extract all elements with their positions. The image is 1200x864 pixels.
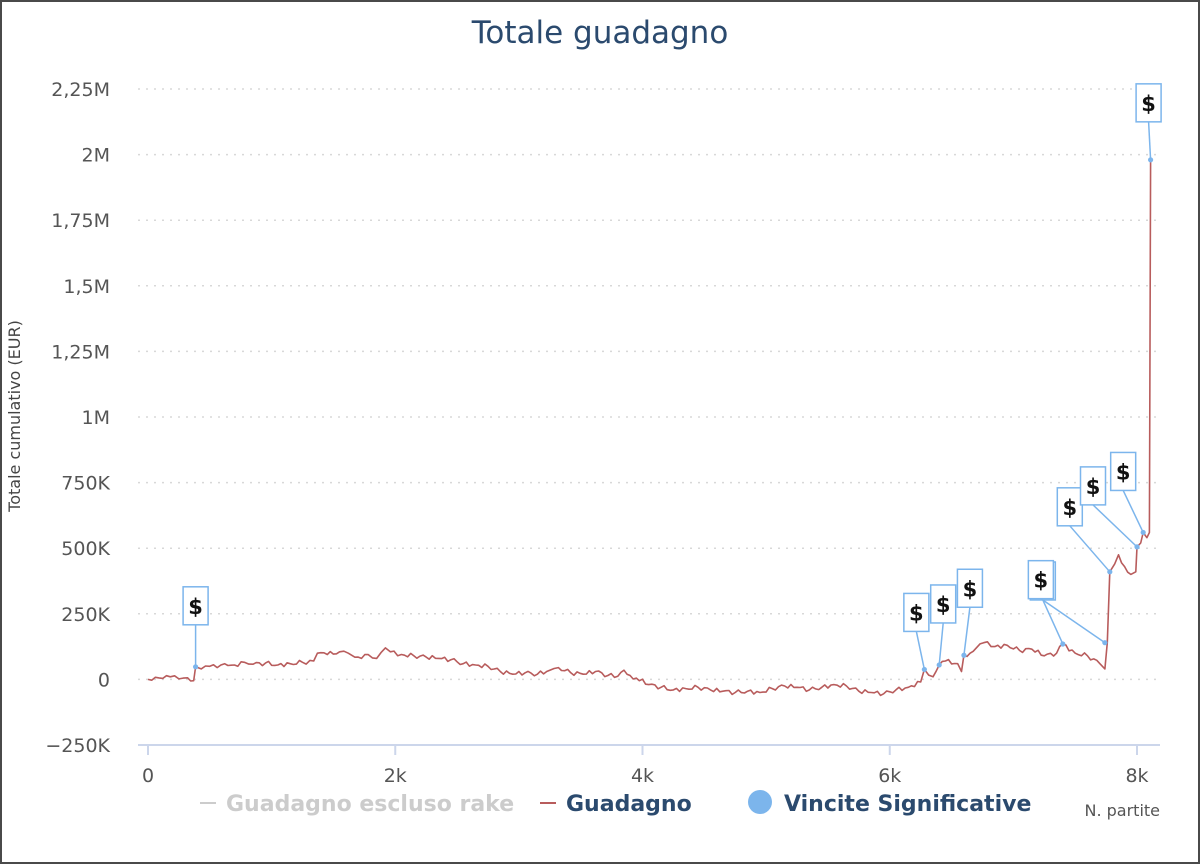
flag-label: $: [1141, 92, 1156, 116]
legend: Guadagno escluso rake Guadagno Vincite Sig…: [200, 790, 1031, 817]
y-tick-label: 750K: [61, 473, 110, 495]
significant-win-flag[interactable]: $: [956, 568, 984, 658]
x-tick-label: 6k: [878, 765, 901, 787]
significant-win-point[interactable]: [936, 662, 942, 668]
significant-win-point[interactable]: [1060, 641, 1066, 647]
legend-label: Guadagno escluso rake: [226, 792, 514, 817]
y-tick-label: 500K: [61, 538, 110, 560]
flag-connector: [1147, 121, 1152, 160]
y-axis-label: Totale cumulativo (EUR): [5, 320, 24, 513]
chart-title: Totale guadagno: [471, 15, 729, 51]
flag-box[interactable]: [1135, 83, 1162, 123]
flag-connector: [1042, 599, 1064, 645]
legend-label: Vincite Significative: [784, 792, 1031, 817]
y-tick-label: 250K: [61, 604, 110, 626]
flag-label: $: [963, 577, 978, 601]
flag-box[interactable]: [1027, 559, 1055, 600]
y-tick-label: −250K: [45, 735, 110, 757]
flag-label: $: [1116, 460, 1131, 484]
y-tick-label: 2M: [82, 145, 110, 167]
flag-connector: [1122, 490, 1144, 533]
flag-connector: [1069, 525, 1111, 573]
series-area: [147, 159, 1152, 697]
y-tick-label: 2,25M: [51, 79, 110, 101]
significant-win-point[interactable]: [1102, 640, 1108, 646]
flag-connector: [963, 607, 971, 656]
significant-win-point[interactable]: [961, 652, 967, 658]
x-axis-label: N. partite: [1084, 801, 1160, 820]
flag-box[interactable]: [1079, 466, 1107, 506]
flag-label: $: [1086, 475, 1101, 499]
flag-label: $: [1034, 569, 1049, 593]
significant-win-flag[interactable]: $: [1027, 559, 1108, 646]
significant-win-flag[interactable]: $: [903, 592, 930, 673]
flag-box[interactable]: [929, 584, 957, 624]
y-tick-label: 1,25M: [51, 341, 110, 363]
y-tick-label: 0: [98, 669, 110, 691]
flag-label: $: [936, 593, 951, 617]
grid-lines: [138, 88, 1160, 681]
flag-box[interactable]: [182, 586, 209, 626]
legend-item[interactable]: Guadagno escluso rake: [200, 792, 514, 817]
flag-connector: [1092, 504, 1138, 548]
legend-label: Guadagno: [566, 792, 692, 817]
x-tick-label: 0: [142, 765, 154, 787]
y-tick-label: 1M: [82, 407, 110, 429]
legend-item[interactable]: Vincite Significative: [748, 790, 1031, 817]
y-tick-label: 1,75M: [51, 210, 110, 232]
significant-win-flag[interactable]: $: [1056, 487, 1113, 575]
x-tick-label: 8k: [1125, 765, 1148, 787]
significant-win-flag[interactable]: $: [929, 584, 957, 668]
significant-win-flag[interactable]: $: [1079, 466, 1140, 550]
significant-win-point[interactable]: [1134, 544, 1140, 550]
flag-label: $: [909, 601, 924, 625]
legend-circle-marker: [748, 790, 772, 814]
flag-label: $: [1062, 496, 1077, 520]
flag-box[interactable]: [1056, 487, 1084, 527]
legend-item[interactable]: Guadagno: [540, 792, 692, 817]
flag-connector: [1040, 598, 1106, 644]
flag-box[interactable]: [956, 568, 984, 609]
significant-win-point[interactable]: [1107, 569, 1113, 575]
significant-win-flag[interactable]: $: [182, 586, 209, 670]
significant-win-point[interactable]: [921, 666, 927, 673]
significant-wins-flags[interactable]: $$$$$$$$$$: [182, 83, 1162, 673]
x-tick-label: 4k: [631, 765, 654, 787]
significant-win-point[interactable]: [1140, 529, 1146, 536]
x-tick-label: 2k: [384, 765, 407, 787]
flag-connector: [938, 622, 944, 666]
axes: 2,25M 2M 1,75M 1,5M 1,25M 1M 750K 500K 250K 0 −250…: [45, 79, 1160, 787]
flag-connector: [915, 631, 926, 670]
flag-box[interactable]: [1109, 451, 1137, 492]
series-line-guadagno[interactable]: [147, 159, 1152, 697]
y-tick-label: 1,5M: [63, 276, 110, 298]
significant-win-point[interactable]: [1147, 157, 1154, 163]
flag-label: $: [188, 595, 203, 619]
significant-win-flag[interactable]: $: [1109, 451, 1146, 536]
flag-box[interactable]: [903, 592, 930, 633]
significant-win-point[interactable]: [192, 664, 199, 670]
significant-win-flag[interactable]: $: [1135, 83, 1162, 163]
